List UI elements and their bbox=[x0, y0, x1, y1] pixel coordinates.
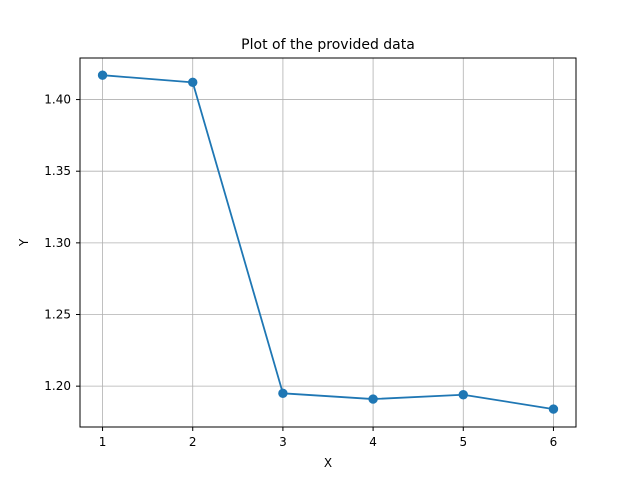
y-tick-label: 1.25 bbox=[44, 308, 71, 322]
x-tick-label: 6 bbox=[550, 435, 558, 449]
y-tick-label: 1.20 bbox=[44, 379, 71, 393]
y-tick-label: 1.40 bbox=[44, 93, 71, 107]
y-tick-label: 1.35 bbox=[44, 164, 71, 178]
data-point bbox=[458, 390, 468, 400]
data-point bbox=[97, 70, 108, 80]
x-tick-label: 4 bbox=[369, 435, 377, 449]
y-axis: 1.20 1.25 1.30 1.35 1.40 bbox=[44, 93, 80, 393]
series-line bbox=[101, 74, 555, 410]
x-axis: 1 2 3 4 5 6 bbox=[99, 427, 558, 449]
series-layer bbox=[97, 70, 559, 414]
grid bbox=[80, 58, 576, 427]
data-point bbox=[548, 404, 559, 414]
data-point bbox=[278, 388, 288, 399]
x-tick-label: 3 bbox=[279, 435, 287, 449]
chart-title: Plot of the provided data bbox=[241, 37, 415, 53]
x-tick-label: 5 bbox=[459, 435, 467, 449]
x-tick-label: 1 bbox=[99, 435, 107, 449]
x-tick-label: 2 bbox=[189, 435, 197, 449]
data-point bbox=[188, 77, 198, 88]
x-axis-label: X bbox=[324, 456, 332, 470]
y-tick-label: 1.30 bbox=[44, 236, 71, 250]
data-point bbox=[368, 394, 378, 404]
y-axis-label: Y bbox=[17, 238, 31, 247]
